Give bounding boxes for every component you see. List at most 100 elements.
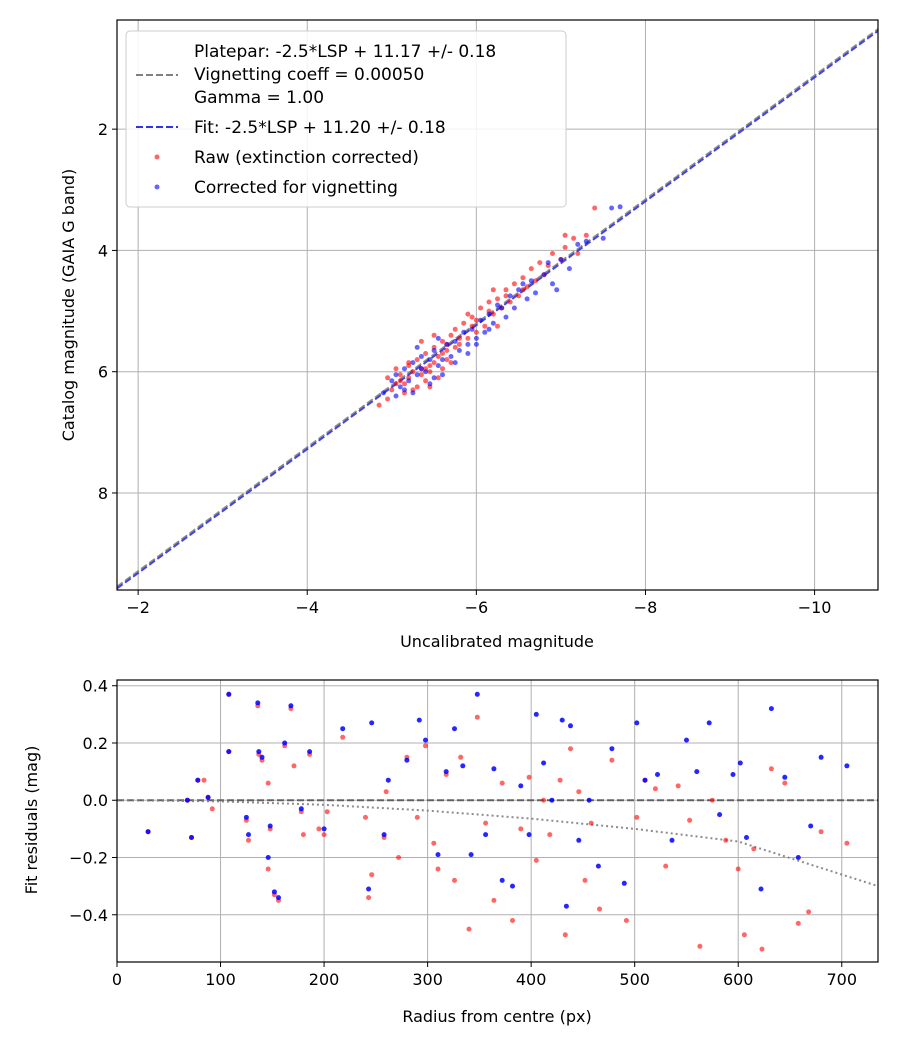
bottom-corrected-point	[808, 823, 814, 829]
bottom-corrected-point	[499, 877, 505, 883]
top-corrected-point	[507, 293, 513, 299]
top-y-tick-label: 6	[98, 363, 108, 382]
bottom-corrected-point	[246, 832, 251, 838]
bottom-raw-point	[452, 877, 457, 883]
top-raw-point	[495, 323, 500, 329]
top-corrected-point	[414, 344, 420, 350]
bottom-corrected-point	[267, 823, 273, 829]
bottom-raw-point	[547, 832, 553, 838]
bottom-corrected-point	[655, 772, 660, 777]
bottom-corrected-point	[768, 706, 774, 712]
top-corrected-point	[418, 354, 424, 359]
bottom-raw-point	[458, 754, 464, 760]
top-corrected-point	[495, 302, 500, 308]
top-raw-point	[440, 338, 445, 344]
top-corrected-point	[541, 272, 547, 278]
top-raw-point	[537, 260, 543, 266]
top-x-tick-label: −8	[634, 598, 658, 617]
bottom-raw-point	[201, 777, 207, 783]
bottom-corrected-point	[381, 832, 387, 838]
top-raw-point	[435, 354, 441, 359]
top-corrected-point	[486, 311, 492, 317]
bottom-corrected-point	[340, 726, 346, 732]
bottom-raw-point	[533, 857, 539, 863]
top-corrected-point	[452, 360, 458, 366]
top-raw-point	[393, 381, 399, 387]
legend-corrected-marker	[154, 184, 160, 190]
top-corrected-point	[486, 326, 492, 332]
bottom-corrected-point	[205, 794, 211, 800]
bottom-corrected-point	[259, 754, 265, 760]
top-raw-point	[414, 384, 420, 390]
top-corrected-point	[402, 387, 407, 393]
bottom-corrected-point	[226, 749, 232, 755]
bottom-corrected-point	[460, 763, 466, 769]
top-raw-point	[397, 378, 403, 384]
top-raw-point	[402, 381, 407, 387]
bottom-raw-point	[340, 734, 346, 740]
top-corrected-point	[478, 317, 484, 323]
top-raw-point	[444, 357, 450, 363]
legend-box	[125, 30, 567, 208]
top-corrected-point	[533, 290, 538, 296]
top-corrected-point	[410, 390, 416, 396]
bottom-grid	[116, 680, 878, 962]
bottom-raw-point	[209, 806, 215, 812]
top-raw-point	[490, 311, 496, 317]
bottom-x-tick-label: 400	[516, 970, 547, 989]
bottom-x-axis-label: Radius from centre (px)	[402, 1007, 591, 1026]
bottom-raw-point	[363, 814, 368, 820]
top-scatter-chart: −2 −4 −6 −8 −10 2 4 6 8 Uncalibrated magnitude C…	[59, 19, 879, 651]
top-corrected-point	[435, 363, 441, 369]
bottom-corrected-point	[452, 726, 457, 732]
bottom-raw-point	[499, 780, 505, 786]
top-y-tick-label: 8	[98, 484, 108, 503]
top-raw-point	[444, 348, 450, 353]
bottom-corrected-point	[282, 740, 288, 746]
top-raw-point	[435, 375, 441, 381]
top-raw-point	[452, 326, 458, 332]
bottom-raw-point	[541, 797, 547, 803]
top-legend: Platepar: -2.5*LSP + 11.17 +/- 0.18 Vign…	[125, 30, 567, 208]
bottom-raw-point	[597, 906, 602, 912]
top-raw-point	[469, 314, 475, 320]
bottom-corrected-point	[385, 777, 391, 783]
top-corrected-point	[423, 369, 429, 375]
bottom-x-tick-label: 600	[723, 970, 754, 989]
bottom-raw-point	[383, 789, 389, 795]
top-raw-point	[452, 344, 458, 350]
top-raw-point	[482, 323, 488, 329]
top-platepar-line	[116, 28, 879, 588]
bottom-data-points	[145, 691, 850, 952]
bottom-raw-point	[324, 809, 330, 815]
top-raw-point	[533, 278, 538, 284]
top-fit-lines	[116, 28, 879, 590]
bottom-corrected-point	[184, 797, 190, 803]
top-raw-point	[473, 317, 479, 323]
bottom-corrected-point	[694, 769, 700, 775]
top-raw-point	[478, 305, 484, 311]
top-raw-point	[423, 378, 429, 384]
top-corrected-point	[558, 257, 564, 262]
top-corrected-point	[550, 281, 555, 287]
bottom-corrected-point	[634, 720, 640, 726]
bottom-raw-point	[396, 855, 402, 860]
top-corrected-point	[393, 372, 399, 378]
bottom-corrected-point	[226, 691, 232, 697]
bottom-corrected-point	[189, 835, 194, 840]
top-corrected-point	[617, 204, 623, 210]
top-corrected-point	[444, 341, 450, 347]
top-raw-point	[461, 320, 467, 326]
bottom-raw-point	[782, 780, 788, 786]
top-corrected-point	[465, 341, 471, 347]
bottom-raw-point	[474, 714, 480, 720]
bottom-raw-point	[316, 826, 322, 832]
bottom-corrected-point	[510, 883, 515, 889]
bottom-corrected-point	[483, 832, 489, 838]
top-raw-point	[448, 332, 454, 338]
bottom-y-axis-label: Fit residuals (mag)	[22, 746, 41, 895]
bottom-raw-point	[265, 866, 271, 872]
bottom-corrected-point	[782, 774, 788, 780]
bottom-raw-point	[526, 774, 532, 780]
bottom-corrected-point	[491, 766, 497, 772]
